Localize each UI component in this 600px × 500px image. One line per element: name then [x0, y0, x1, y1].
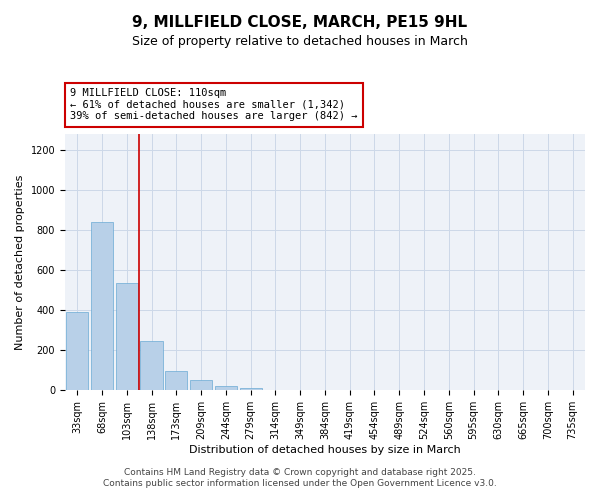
Text: Size of property relative to detached houses in March: Size of property relative to detached ho…: [132, 35, 468, 48]
Y-axis label: Number of detached properties: Number of detached properties: [15, 174, 25, 350]
X-axis label: Distribution of detached houses by size in March: Distribution of detached houses by size …: [189, 445, 461, 455]
Bar: [140, 340, 163, 390]
Text: 9, MILLFIELD CLOSE, MARCH, PE15 9HL: 9, MILLFIELD CLOSE, MARCH, PE15 9HL: [133, 15, 467, 30]
Bar: [190, 380, 212, 390]
Bar: [215, 386, 237, 390]
Bar: [66, 312, 88, 390]
Bar: [239, 388, 262, 390]
Bar: [116, 284, 138, 391]
Text: Contains HM Land Registry data © Crown copyright and database right 2025.
Contai: Contains HM Land Registry data © Crown c…: [103, 468, 497, 487]
Bar: [165, 370, 187, 390]
Bar: [91, 222, 113, 390]
Text: 9 MILLFIELD CLOSE: 110sqm
← 61% of detached houses are smaller (1,342)
39% of se: 9 MILLFIELD CLOSE: 110sqm ← 61% of detac…: [70, 88, 358, 122]
